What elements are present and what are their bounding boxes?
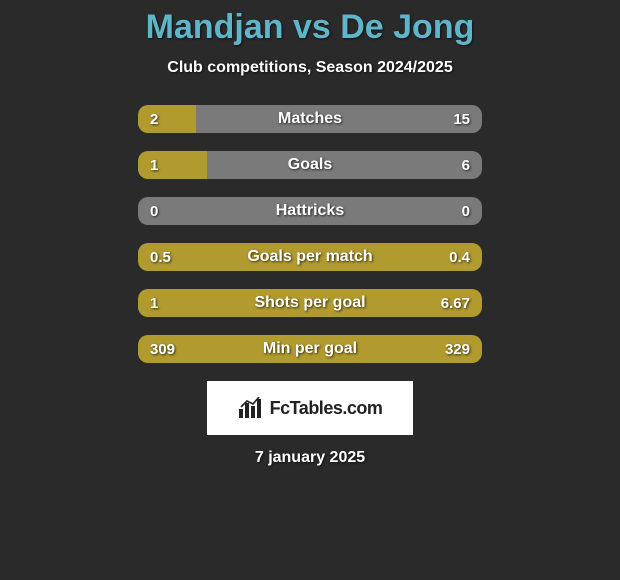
stat-value-right: 6.67 xyxy=(441,289,470,317)
stat-bar-left xyxy=(138,243,482,271)
stat-value-left: 309 xyxy=(150,335,175,363)
brand-text: FcTables.com xyxy=(270,398,383,419)
date-text: 7 january 2025 xyxy=(0,449,620,467)
subtitle: Club competitions, Season 2024/2025 xyxy=(0,59,620,77)
stat-bar-right xyxy=(196,105,482,133)
stat-value-left: 2 xyxy=(150,105,158,133)
stat-bar-right xyxy=(207,151,482,179)
stat-value-right: 0.4 xyxy=(449,243,470,271)
stat-value-right: 6 xyxy=(462,151,470,179)
page-title: Mandjan vs De Jong xyxy=(0,8,620,47)
stat-value-left: 0 xyxy=(150,197,158,225)
stat-row: 1 Goals 6 xyxy=(138,151,482,179)
stat-value-left: 1 xyxy=(150,151,158,179)
stat-value-right: 0 xyxy=(462,197,470,225)
stat-bar-left xyxy=(138,335,482,363)
stat-row: 309 Min per goal 329 xyxy=(138,335,482,363)
stat-row: 2 Matches 15 xyxy=(138,105,482,133)
stat-row: 0.5 Goals per match 0.4 xyxy=(138,243,482,271)
stat-value-left: 0.5 xyxy=(150,243,171,271)
brand-logo[interactable]: FcTables.com xyxy=(207,381,413,435)
stat-bar-left xyxy=(138,105,196,133)
stat-row: 1 Shots per goal 6.67 xyxy=(138,289,482,317)
stat-value-right: 329 xyxy=(445,335,470,363)
stat-bar-left xyxy=(138,289,482,317)
chart-icon xyxy=(238,397,264,419)
stat-row: 0 Hattricks 0 xyxy=(138,197,482,225)
stat-bar-right xyxy=(138,197,482,225)
comparison-widget: Mandjan vs De Jong Club competitions, Se… xyxy=(0,0,620,467)
stat-bar-left xyxy=(138,151,207,179)
stat-value-right: 15 xyxy=(453,105,470,133)
stat-value-left: 1 xyxy=(150,289,158,317)
stats-chart: 2 Matches 15 1 Goals 6 0 Hattricks 0 0.5… xyxy=(0,105,620,363)
